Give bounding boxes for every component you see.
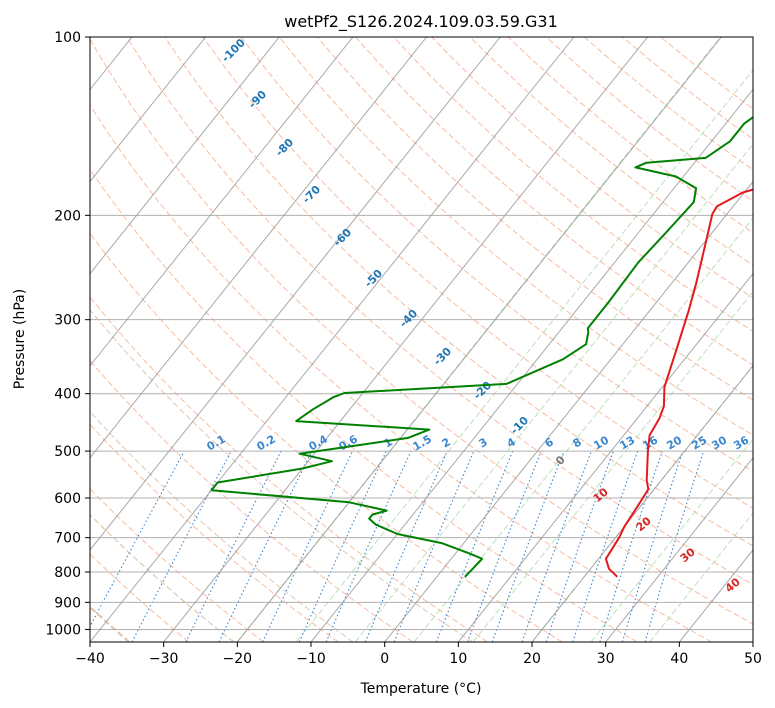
dry-adiabat: [126, 37, 753, 586]
isotherm-gridline: [384, 180, 753, 642]
mixing-ratio-line: [572, 450, 639, 642]
dry-adiabat: [164, 37, 753, 547]
dry-adiabat: [90, 168, 638, 642]
y-tick-label: 500: [54, 444, 81, 460]
y-tick-label: 900: [54, 595, 81, 611]
x-axis-title: Temperature (°C): [360, 681, 482, 697]
isotherm-gridline: [310, 88, 753, 642]
isotherm-gridline: [457, 272, 753, 642]
moist-adiabat: [413, 217, 753, 642]
isotherm-gridline: [0, 37, 58, 642]
dry-adiabat: [393, 37, 753, 332]
dry-adiabat: [202, 37, 753, 509]
isotherm-gridline: [236, 37, 722, 642]
dry-adiabat: [90, 423, 339, 642]
y-axis-ticks: 100 200 300 400 500 600 700 800 900 1000: [45, 30, 90, 638]
x-tick-label: 20: [523, 651, 541, 667]
grid-lines: [90, 37, 753, 630]
plot-frame: [89, 36, 754, 643]
x-tick-label: 0: [380, 651, 389, 667]
y-tick-label: 800: [54, 565, 81, 581]
moist-adiabat: [295, 69, 753, 642]
wet-bulb-arc: [90, 410, 354, 642]
isotherm-gridline: [90, 37, 280, 275]
dry-adiabat: [90, 104, 712, 642]
y-tick-label: 100: [54, 30, 81, 46]
y-tick-label: 300: [54, 313, 81, 329]
y-tick-label: 200: [54, 208, 81, 224]
x-tick-label: 10: [449, 651, 467, 667]
mixing-ratio-line: [599, 450, 663, 642]
x-tick-label: −40: [75, 651, 105, 667]
isotherm-gridline: [90, 37, 354, 367]
moist-adiabat: [472, 290, 753, 642]
isotherm-gridline: [90, 37, 207, 183]
x-tick-label: −30: [149, 651, 179, 667]
wet-bulb-arc: [90, 308, 473, 642]
mixing-ratio-line: [545, 450, 614, 642]
y-tick-label: 700: [54, 531, 81, 547]
temperature-profile-line: [604, 188, 753, 578]
y-tick-label: 600: [54, 491, 81, 507]
mixing-ratio-line: [90, 450, 185, 628]
mixing-ratio-line: [325, 450, 412, 642]
dry-adiabat: [278, 37, 753, 436]
mixing-ratio-line: [364, 450, 448, 642]
mixing-ratio-line: [491, 450, 565, 642]
y-axis-title: Pressure (hPa): [12, 289, 28, 389]
dry-adiabat: [90, 488, 264, 642]
dry-adiabat: [90, 232, 563, 642]
mixing-ratio-line: [466, 450, 542, 642]
isotherm-gridline: [90, 37, 575, 642]
isotherm-gridline: [90, 37, 501, 551]
dry-adiabat: [90, 38, 753, 625]
isotherm-gridline: [531, 364, 753, 642]
wet-bulb-arcs: [90, 308, 473, 642]
x-tick-label: −10: [296, 651, 326, 667]
mixing-ratio-line: [521, 450, 592, 642]
skewed-isotherms: [0, 37, 753, 642]
dry-adiabat: [317, 37, 753, 401]
plot-background: [90, 37, 753, 642]
moist-adiabat: [354, 143, 753, 642]
moist-adiabat: [590, 438, 753, 642]
x-tick-label: 40: [670, 651, 688, 667]
isotherm-gridline: [163, 37, 649, 642]
mixing-ratio-line: [621, 450, 684, 642]
plot-area: [90, 37, 753, 642]
x-tick-label: −20: [223, 651, 253, 667]
isotherm-gridline: [752, 641, 753, 642]
wet-bulb-arc: [90, 513, 235, 642]
x-tick-label: 50: [744, 651, 762, 667]
dewpoint-profile-line: [210, 115, 753, 578]
x-tick-label: 30: [597, 651, 615, 667]
y-tick-label: 400: [54, 387, 81, 403]
profile-series: [210, 115, 753, 578]
mixing-ratio-line: [435, 450, 514, 642]
isotherm-gridline: [605, 457, 753, 642]
x-axis-ticks: −40 −30 −20 −10 0 10 20 30 40 50: [75, 642, 762, 667]
y-tick-label: 1000: [45, 622, 81, 638]
chart-title: wetPf2_S126.2024.109.03.59.G31: [284, 12, 558, 32]
dry-adiabat: [90, 553, 190, 642]
isotherm-gridline: [90, 37, 428, 459]
dry-adiabat: [90, 296, 488, 642]
